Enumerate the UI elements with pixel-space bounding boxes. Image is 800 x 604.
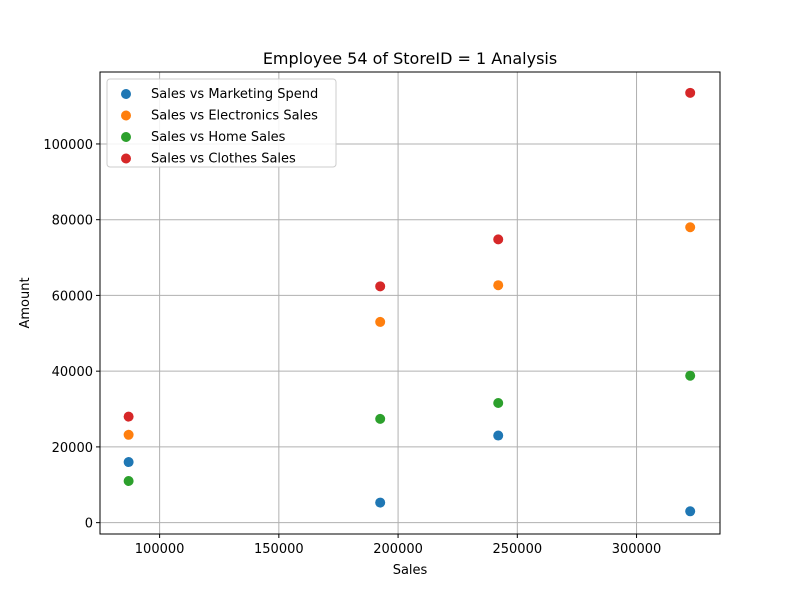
y-tick-label: 60000 [52, 289, 93, 304]
chart-title: Employee 54 of StoreID = 1 Analysis [263, 49, 557, 68]
data-points [123, 87, 696, 517]
legend-marker [121, 89, 131, 99]
data-point-series-4 [493, 234, 504, 245]
x-tick-label: 100000 [135, 542, 185, 557]
legend-label: Sales vs Clothes Sales [151, 152, 296, 167]
data-point-series-3 [123, 475, 134, 486]
legend: Sales vs Marketing Spend Sales vs Electro… [106, 78, 337, 168]
data-point-series-2 [493, 280, 504, 291]
data-point-series-4 [123, 411, 134, 422]
legend-label: Sales vs Electronics Sales [151, 109, 318, 124]
data-point-series-1 [375, 497, 386, 508]
legend-label: Sales vs Home Sales [151, 130, 286, 145]
data-point-series-3 [493, 397, 504, 408]
data-point-series-3 [685, 370, 696, 381]
y-tick-label: 40000 [52, 365, 93, 380]
grid [100, 72, 720, 534]
y-axis-label: Amount [18, 277, 33, 328]
x-tick-label: 250000 [492, 542, 542, 557]
data-point-series-2 [685, 222, 696, 233]
y-axis-ticks: 0 20000 40000 60000 80000 100000 [43, 138, 100, 532]
data-point-series-2 [123, 429, 134, 440]
y-tick-label: 0 [85, 517, 93, 532]
y-tick-label: 100000 [43, 138, 93, 153]
legend-marker [121, 110, 131, 121]
data-point-series-1 [493, 430, 504, 441]
legend-marker [121, 132, 131, 142]
data-point-series-4 [685, 87, 696, 98]
x-tick-label: 150000 [254, 542, 304, 557]
x-axis-ticks: 100000 150000 200000 250000 300000 [135, 534, 662, 557]
data-point-series-1 [685, 506, 696, 517]
x-tick-label: 300000 [612, 542, 662, 557]
y-tick-label: 20000 [52, 441, 93, 456]
data-point-series-1 [123, 457, 134, 468]
legend-box [106, 78, 337, 168]
legend-marker [121, 153, 131, 164]
y-tick-label: 80000 [52, 214, 93, 229]
legend-label: Sales vs Marketing Spend [151, 87, 318, 102]
x-tick-label: 200000 [373, 542, 423, 557]
data-point-series-3 [375, 413, 386, 424]
data-point-series-2 [375, 316, 386, 327]
data-point-series-4 [375, 281, 386, 292]
plot-frame [99, 71, 721, 535]
x-axis-label: Sales [393, 563, 428, 578]
